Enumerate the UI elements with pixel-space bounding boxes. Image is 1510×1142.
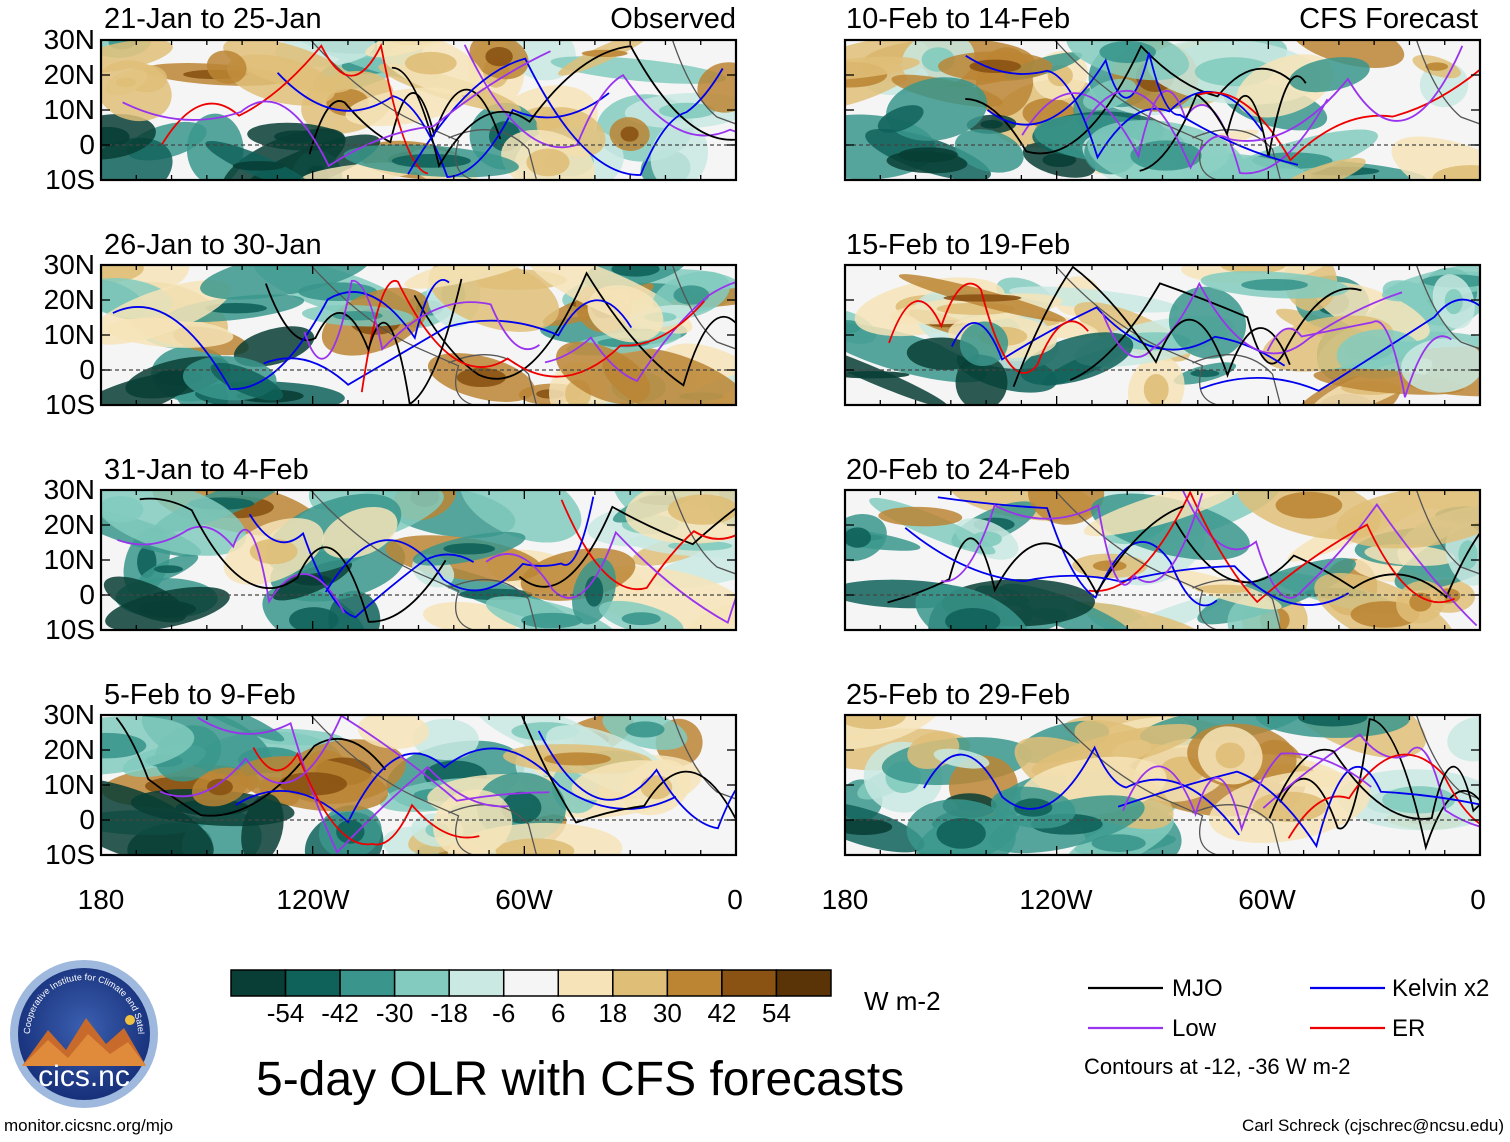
observed-label: Observed xyxy=(610,3,736,35)
map-panel-8 xyxy=(843,713,1482,857)
contour-note: Contours at -12, -36 W m-2 xyxy=(1084,1054,1351,1079)
map-panel-1 xyxy=(99,38,738,182)
colorbar-bin-5 xyxy=(502,969,560,997)
colorbar-bin-6 xyxy=(557,969,614,997)
colorbar-tick-2: -30 xyxy=(375,998,414,1028)
footer-url: monitor.cicsnc.org/mjo xyxy=(4,1116,174,1135)
colorbar xyxy=(230,969,832,997)
cfs-forecast-label: CFS Forecast xyxy=(1299,3,1478,35)
ytick-left-3-0: 30N xyxy=(43,474,95,505)
colorbar-tick-3: -18 xyxy=(430,998,468,1028)
ytick-left-2-2: 10N xyxy=(43,319,95,350)
colorbar-bin-1 xyxy=(284,969,341,997)
panel-title-fcst-3: 20-Feb to 24-Feb xyxy=(846,454,1071,486)
panel-title-obs-3: 31-Jan to 4-Feb xyxy=(104,454,309,486)
legend-lines xyxy=(1088,986,1385,1030)
xtick-120w-left: 120W xyxy=(276,884,350,915)
ytick-left-1-0: 30N xyxy=(43,24,95,55)
colorbar-bin-7 xyxy=(612,969,669,997)
map-panel-2 xyxy=(99,263,738,407)
panel-title-fcst-1: 10-Feb to 14-Feb xyxy=(846,3,1071,35)
ytick-left-4-1: 20N xyxy=(43,734,95,765)
panel-title-fcst-2: 15-Feb to 19-Feb xyxy=(846,229,1071,261)
chart-title: 5-day OLR with CFS forecasts xyxy=(256,1053,905,1106)
xtick-120w-right: 120W xyxy=(1019,884,1093,915)
ytick-left-3-2: 10N xyxy=(43,544,95,575)
colorbar-tick-5: 6 xyxy=(551,998,566,1028)
panel-title-obs-1: 21-Jan to 25-Jan xyxy=(104,3,322,35)
ytick-left-2-3: 0 xyxy=(79,354,95,385)
ytick-left-2-4: 10S xyxy=(45,389,95,420)
xtick-180-right: 180 xyxy=(821,884,869,915)
map-panel-3 xyxy=(99,488,738,632)
colorbar-bin-9 xyxy=(721,969,778,997)
ytick-left-1-2: 10N xyxy=(43,94,95,125)
map-panel-4 xyxy=(99,713,738,857)
xtick-60w-right: 60W xyxy=(1238,884,1296,915)
colorbar-units: W m-2 xyxy=(864,986,941,1016)
colorbar-tick-8: 42 xyxy=(707,998,737,1028)
colorbar-bin-0 xyxy=(230,969,287,997)
ytick-left-2-0: 30N xyxy=(43,249,95,280)
ytick-left-3-1: 20N xyxy=(43,509,95,540)
olr-map-panels xyxy=(99,38,1482,857)
colorbar-tick-9: 54 xyxy=(761,998,791,1028)
xtick-60w-left: 60W xyxy=(495,884,553,915)
ytick-left-1-4: 10S xyxy=(45,164,95,195)
colorbar-tick-6: 18 xyxy=(598,998,628,1028)
colorbar-bin-8 xyxy=(666,969,723,997)
ytick-left-4-4: 10S xyxy=(45,839,95,870)
legend-kelvin: Kelvin x2 xyxy=(1392,975,1490,1002)
panel-title-obs-4: 5-Feb to 9-Feb xyxy=(104,679,296,711)
xtick-0-left: 0 xyxy=(727,884,743,915)
ytick-left-1-3: 0 xyxy=(79,129,95,160)
colorbar-bin-2 xyxy=(339,969,396,997)
ytick-left-3-4: 10S xyxy=(45,614,95,645)
xtick-180-left: 180 xyxy=(77,884,125,915)
panel-title-fcst-4: 25-Feb to 29-Feb xyxy=(846,679,1071,711)
ytick-left-4-2: 10N xyxy=(43,769,95,800)
ytick-left-2-1: 20N xyxy=(43,284,95,315)
ytick-left-1-1: 20N xyxy=(43,59,95,90)
legend-mjo: MJO xyxy=(1172,975,1223,1002)
map-panel-7 xyxy=(843,488,1482,632)
ytick-left-4-3: 0 xyxy=(79,804,95,835)
panel-title-obs-2: 26-Jan to 30-Jan xyxy=(104,229,322,261)
ytick-left-4-0: 30N xyxy=(43,699,95,730)
cics-logo: Cooperative Institute for Climate and Sa… xyxy=(8,958,158,1108)
colorbar-bin-10 xyxy=(775,969,832,997)
legend-low: Low xyxy=(1172,1015,1217,1042)
colorbar-bin-4 xyxy=(448,969,505,997)
colorbar-tick-4: -6 xyxy=(492,998,516,1028)
map-panel-6 xyxy=(843,263,1482,407)
colorbar-tick-1: -42 xyxy=(321,998,359,1028)
xtick-0-right: 0 xyxy=(1470,884,1486,915)
colorbar-tick-7: 30 xyxy=(652,998,682,1028)
logo-text: cics.nc xyxy=(38,1060,130,1093)
colorbar-bin-3 xyxy=(393,969,450,997)
ytick-left-3-3: 0 xyxy=(79,579,95,610)
map-panel-5 xyxy=(843,38,1482,182)
footer-credit: Carl Schreck (cjschrec@ncsu.edu) xyxy=(1242,1116,1504,1135)
legend-er: ER xyxy=(1392,1015,1426,1042)
colorbar-tick-0: -54 xyxy=(266,998,305,1028)
